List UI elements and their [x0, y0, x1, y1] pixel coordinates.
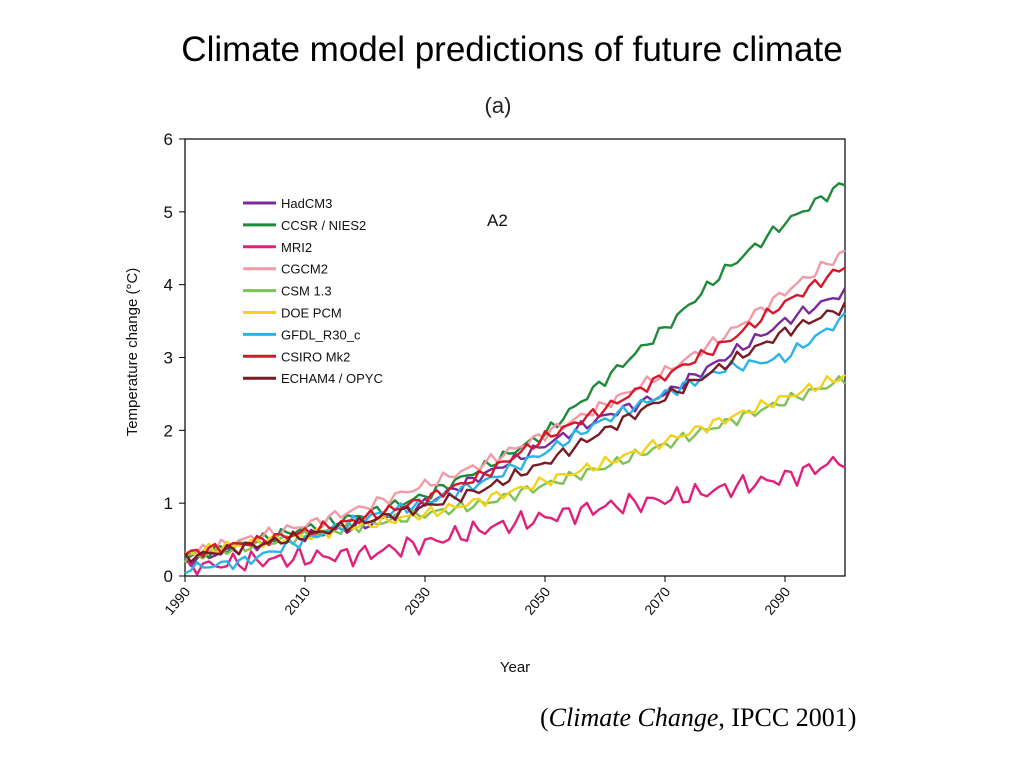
legend: HadCM3 CCSR / NIES2 MRI2 CGCM2 CSM 1.3 DOE PC… — [243, 196, 383, 386]
slide-title: Climate model predictions of future clim… — [181, 30, 843, 69]
x-tick-label: 2030 — [401, 583, 433, 617]
y-tick-label: 0 — [164, 567, 173, 586]
x-tick-label: 1990 — [161, 583, 193, 617]
y-tick-label: 1 — [164, 494, 173, 513]
citation-open: ( — [540, 703, 549, 732]
citation-rest: , IPCC 2001) — [718, 703, 857, 732]
y-tick-label: 5 — [164, 203, 173, 222]
series-line — [184, 311, 846, 575]
legend-label: MRI2 — [281, 240, 312, 255]
legend-label: CCSR / NIES2 — [281, 218, 366, 233]
citation-source: Climate Change — [548, 703, 719, 732]
y-tick-label: 6 — [164, 130, 173, 149]
y-axis-label: Temperature change (°C) — [124, 268, 141, 437]
legend-label: CGCM2 — [281, 262, 328, 277]
x-tick-label: 2070 — [641, 583, 673, 617]
series-line — [184, 301, 847, 564]
series-line — [184, 455, 846, 576]
legend-label: CSM 1.3 — [281, 284, 332, 299]
y-tick-label: 4 — [164, 276, 173, 295]
y-tick-label: 2 — [164, 421, 173, 440]
x-axis-label: Year — [500, 659, 530, 676]
legend-label: ECHAM4 / OPYC — [281, 371, 383, 386]
x-tick-label: 2090 — [761, 583, 793, 617]
y-tick-label: 3 — [164, 349, 173, 368]
legend-label: DOE PCM — [281, 306, 342, 321]
panel-label: (a) — [485, 93, 512, 118]
series-line — [183, 375, 846, 564]
legend-label: CSIRO Mk2 — [281, 349, 350, 364]
x-tick-label: 2050 — [521, 583, 553, 617]
legend-label: HadCM3 — [281, 196, 332, 211]
series-line — [184, 249, 846, 557]
citation: (Climate Change, IPCC 2001) — [540, 703, 856, 733]
x-tick-label: 2010 — [281, 583, 313, 617]
scenario-annotation: A2 — [487, 211, 508, 230]
series-layer — [183, 182, 847, 576]
legend-label: GFDL_R30_c — [281, 327, 361, 342]
